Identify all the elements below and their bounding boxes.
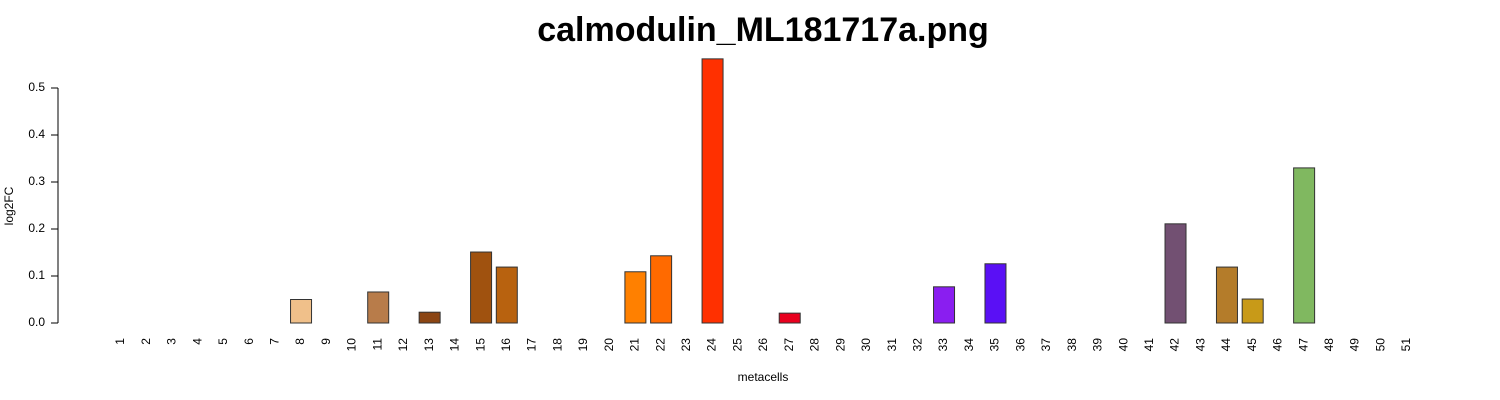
x-tick-label: 35 xyxy=(988,338,1002,352)
bar xyxy=(1241,298,1264,324)
x-tick-label: 29 xyxy=(833,338,847,352)
x-tick-label: 46 xyxy=(1271,338,1285,352)
x-tick-label: 11 xyxy=(370,338,384,351)
chart-title: calmodulin_ML181717a.png xyxy=(537,11,989,49)
x-tick-label: 47 xyxy=(1296,338,1310,352)
y-tick-label: 0.2 xyxy=(28,221,45,235)
x-tick-label: 23 xyxy=(679,338,693,352)
x-tick-label: 13 xyxy=(422,338,436,352)
x-tick-label: 16 xyxy=(499,338,513,352)
x-tick-label: 41 xyxy=(1142,338,1156,352)
x-tick-label: 24 xyxy=(705,338,719,352)
x-tick-label: 45 xyxy=(1245,338,1259,352)
x-tick-label: 6 xyxy=(242,338,256,345)
bar xyxy=(624,271,647,324)
x-tick-label: 26 xyxy=(756,338,770,352)
x-tick-label: 30 xyxy=(859,338,873,352)
x-axis-label: metacells xyxy=(738,370,789,384)
x-tick-label: 7 xyxy=(267,338,281,345)
x-tick-label: 43 xyxy=(1193,338,1207,352)
x-tick-label: 25 xyxy=(730,338,744,352)
x-tick-label: 14 xyxy=(448,338,462,352)
bar xyxy=(933,286,956,324)
y-axis-label: log2FC xyxy=(2,186,16,225)
x-tick-label: 49 xyxy=(1348,338,1362,352)
x-tick-label: 22 xyxy=(653,338,667,352)
bar xyxy=(1164,223,1187,324)
x-tick-label: 19 xyxy=(576,338,590,352)
y-tick-label: 0.0 xyxy=(28,315,45,329)
y-tick-label: 0.5 xyxy=(28,80,45,94)
x-tick-label: 17 xyxy=(525,338,539,352)
y-tick-label: 0.4 xyxy=(28,127,45,141)
x-tick-label: 20 xyxy=(602,338,616,352)
bar xyxy=(367,291,390,324)
bar xyxy=(290,299,313,324)
x-tick-label: 1 xyxy=(113,338,127,345)
bar xyxy=(778,312,801,324)
x-tick-label: 50 xyxy=(1373,338,1387,352)
x-tick-label: 2 xyxy=(139,338,153,345)
x-tick-label: 21 xyxy=(628,338,642,352)
y-tick-label: 0.1 xyxy=(28,268,45,282)
x-tick-label: 36 xyxy=(1013,338,1027,352)
x-tick-label: 38 xyxy=(1065,338,1079,352)
x-tick-label: 34 xyxy=(962,338,976,352)
bar xyxy=(495,266,518,324)
x-tick-label: 31 xyxy=(885,338,899,352)
x-tick-label: 9 xyxy=(319,338,333,345)
bar xyxy=(1215,266,1238,324)
bar xyxy=(650,255,673,324)
x-tick-label: 5 xyxy=(216,338,230,345)
x-tick-label: 33 xyxy=(936,338,950,352)
bar xyxy=(984,263,1007,324)
x-tick-label: 51 xyxy=(1399,338,1413,352)
bar xyxy=(701,58,724,324)
x-tick-label: 10 xyxy=(345,338,359,352)
x-tick-label: 27 xyxy=(782,338,796,352)
x-tick-label: 44 xyxy=(1219,338,1233,352)
y-tick-label: 0.3 xyxy=(28,174,45,188)
x-tick-label: 42 xyxy=(1168,338,1182,352)
x-tick-label: 15 xyxy=(473,338,487,352)
x-tick-label: 8 xyxy=(293,338,307,345)
x-tick-label: 40 xyxy=(1116,338,1130,352)
x-tick-label: 18 xyxy=(550,338,564,352)
x-tick-label: 4 xyxy=(190,338,204,345)
x-tick-label: 37 xyxy=(1039,338,1053,352)
bar xyxy=(1293,167,1316,324)
bar xyxy=(470,251,493,324)
x-tick-label: 48 xyxy=(1322,338,1336,352)
x-tick-label: 3 xyxy=(165,338,179,345)
x-tick-label: 39 xyxy=(1091,338,1105,352)
x-tick-label: 12 xyxy=(396,338,410,352)
x-tick-label: 28 xyxy=(808,338,822,352)
bar xyxy=(418,311,441,324)
x-tick-label: 32 xyxy=(910,338,924,352)
